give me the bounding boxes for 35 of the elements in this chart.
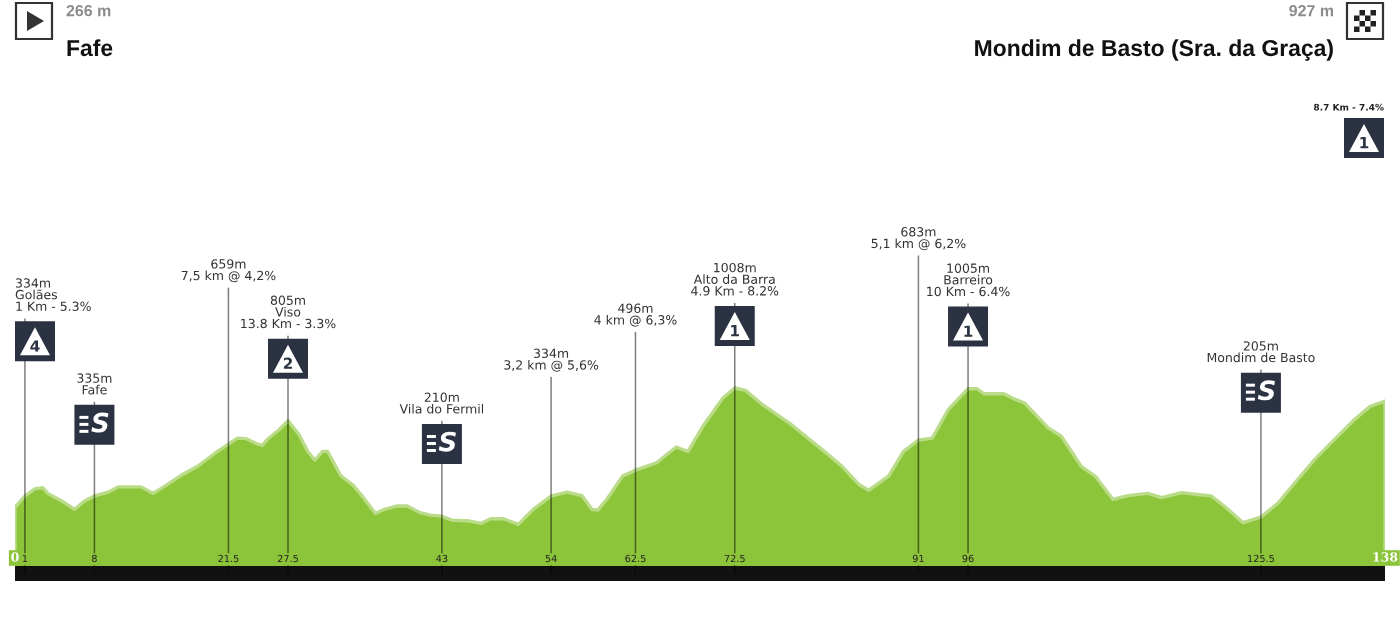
annotation: 1008m Alto da Barra 4.9 Km - 8.2% (691, 262, 779, 296)
x-tick-label: 54 (545, 554, 557, 563)
annotation: 210m Vila do Fermil (399, 392, 484, 414)
annotation: S (91, 412, 109, 433)
x-tick-label: 0 (11, 552, 19, 562)
text: 2 (283, 357, 292, 369)
annotation: 496m 4 km @ 6,3% (594, 303, 677, 327)
text: 927 m Mondim de Basto (Sra. da Graça) (975, 4, 1334, 61)
x-tick-label: 96 (962, 554, 974, 563)
annotation: 334m Golães 1 Km - 5.3% (15, 278, 91, 311)
x-tick-label: 91 (912, 554, 924, 563)
x-tick-label: 62.5 (625, 554, 646, 563)
x-tick-label: 72.5 (724, 554, 745, 563)
annotation: S (1257, 380, 1275, 401)
x-tick-label: 8 (91, 554, 97, 563)
annotation: 1005m Barreiro 10 Km - 6.4% (927, 263, 1010, 297)
x-tick-label: 43 (436, 554, 448, 563)
annotation: 334m 3,2 km @ 5,6% (504, 348, 599, 372)
annotation: 805m Viso 13.8 Km - 3.3% (241, 295, 336, 329)
x-tick-label: 125.5 (1248, 554, 1274, 563)
x-tick-label: 138 (1373, 552, 1398, 562)
text: 1 (731, 325, 740, 337)
text: 4 (30, 340, 40, 352)
text: 8.7 Km - 7.4% (1313, 103, 1384, 111)
text: 266 m Fafe (66, 4, 113, 57)
text: 1 (964, 325, 973, 337)
text: 1 (1360, 137, 1369, 149)
x-tick-label: 27.5 (277, 554, 298, 563)
x-tick-label: 21.5 (218, 554, 239, 563)
annotation: 683m 5,1 km @ 6,2% (871, 227, 966, 251)
annotation: 335m Fafe (77, 373, 112, 395)
annotation: 205m Mondim de Basto (1207, 341, 1315, 363)
annotation: S (438, 431, 456, 452)
annotation: 659m 7,5 km @ 4,2% (181, 259, 276, 283)
x-tick-label: 1 (22, 554, 28, 563)
